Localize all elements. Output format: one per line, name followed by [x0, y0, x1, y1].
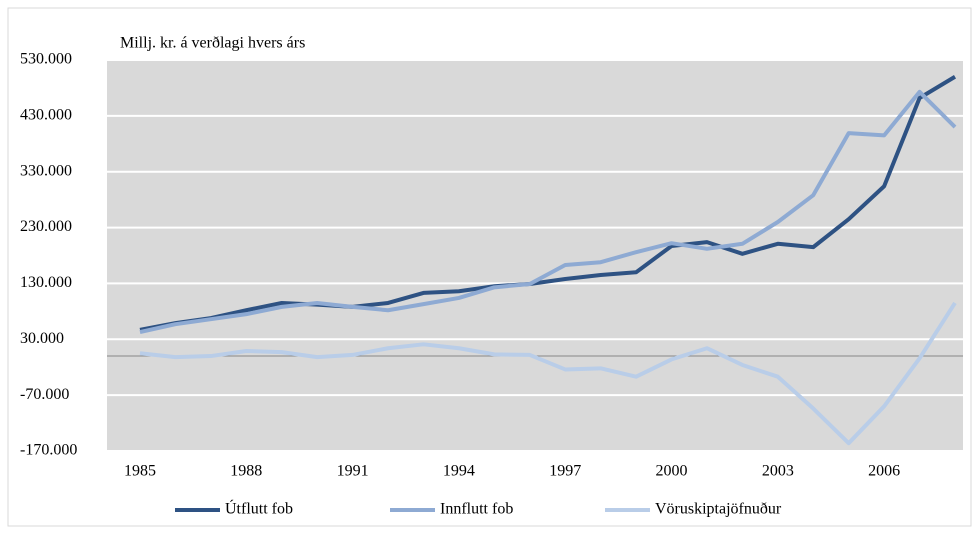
y-tick-label: 530.000 [20, 51, 72, 68]
x-tick-label: 2000 [656, 463, 688, 480]
series-line [139, 301, 957, 446]
x-tick-label: 2003 [762, 463, 794, 480]
y-tick-label: -170.000 [20, 442, 77, 459]
x-tick-label: 1994 [443, 463, 475, 480]
x-tick-label: 1988 [230, 463, 262, 480]
y-tick-label: 130.000 [20, 274, 72, 291]
x-tick-label: 1997 [549, 463, 581, 480]
x-tick-label: 1991 [337, 463, 369, 480]
legend-label: Útflutt fob [225, 499, 293, 518]
x-tick-label: 2006 [868, 463, 900, 480]
series-line [139, 75, 957, 332]
y-tick-label: -70.000 [20, 386, 69, 403]
series-line [139, 89, 957, 334]
legend-label: Vöruskiptajöfnuður [655, 501, 782, 518]
plot-area [107, 60, 963, 451]
y-axis-label: Millj. kr. á verðlagi hvers árs [120, 35, 305, 52]
legend-label: Innflutt fob [440, 501, 513, 518]
x-tick-label: 1985 [124, 463, 156, 480]
y-tick-label: 430.000 [20, 107, 72, 124]
y-tick-label: 330.000 [20, 162, 72, 179]
y-tick-label: 30.000 [20, 330, 64, 347]
y-tick-label: 230.000 [20, 218, 72, 235]
